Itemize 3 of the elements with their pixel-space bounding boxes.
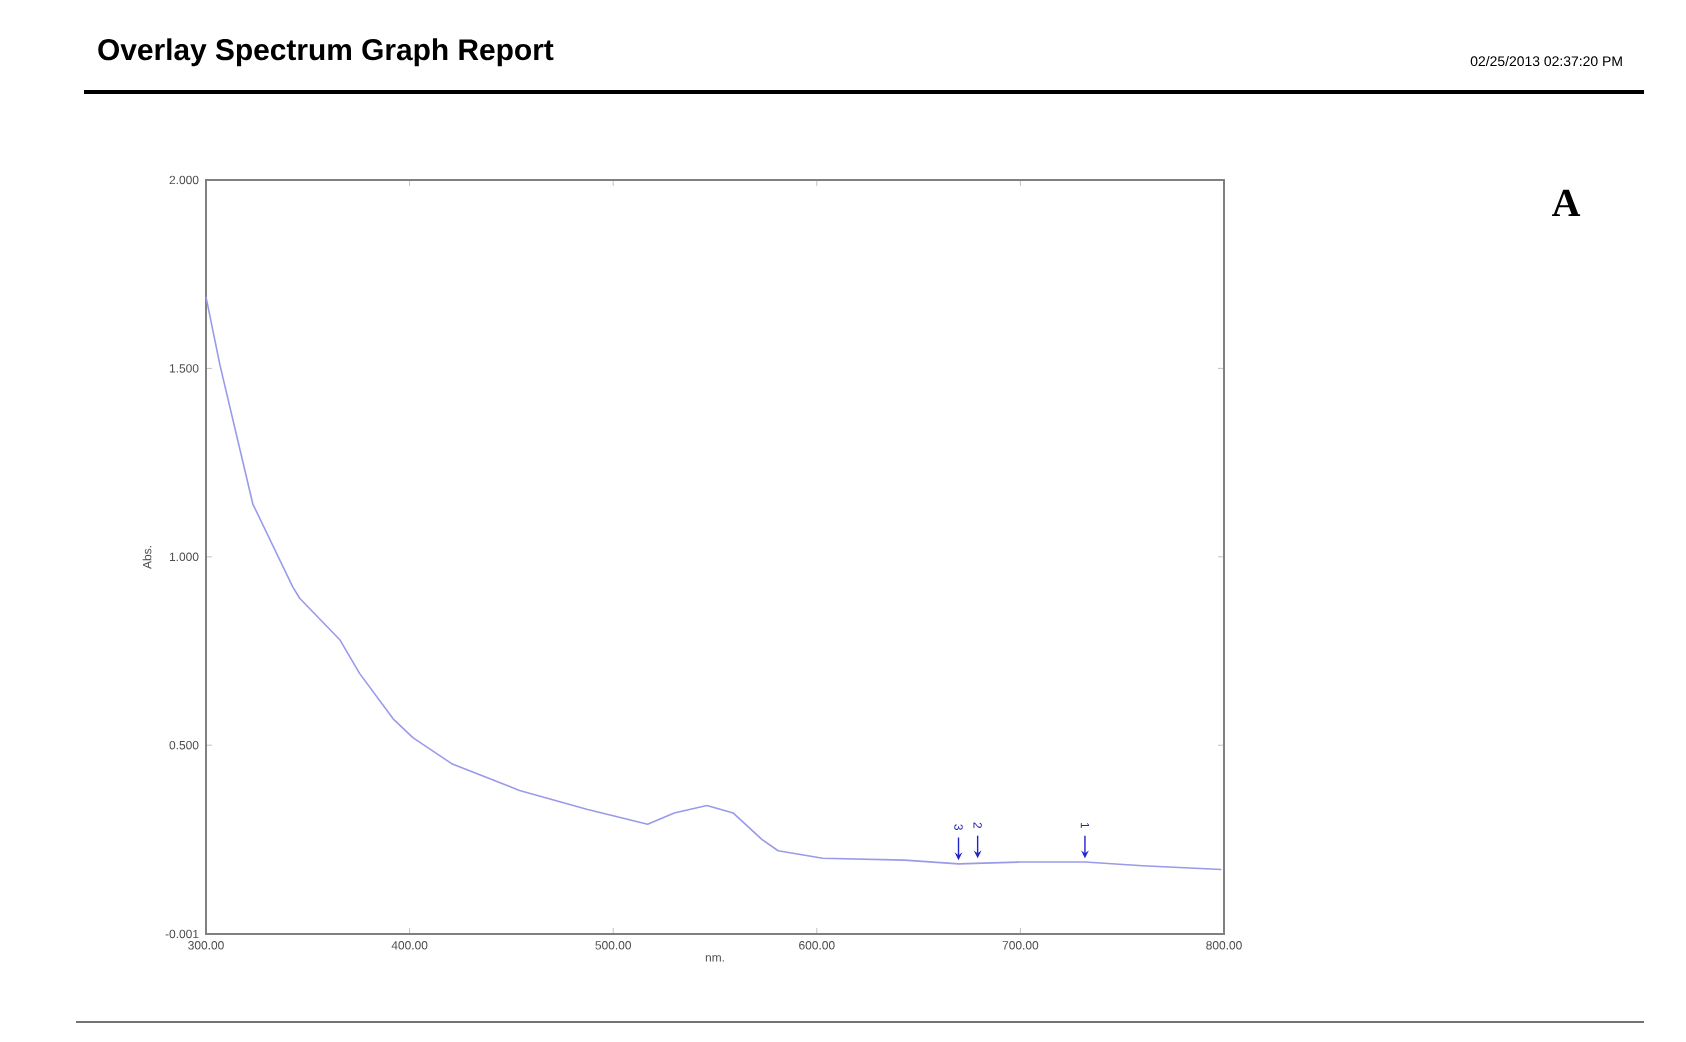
line-series [205,296,1223,871]
chart-title: Overlay Spectrum Graph Report [98,38,554,67]
text: A [1552,189,1581,216]
